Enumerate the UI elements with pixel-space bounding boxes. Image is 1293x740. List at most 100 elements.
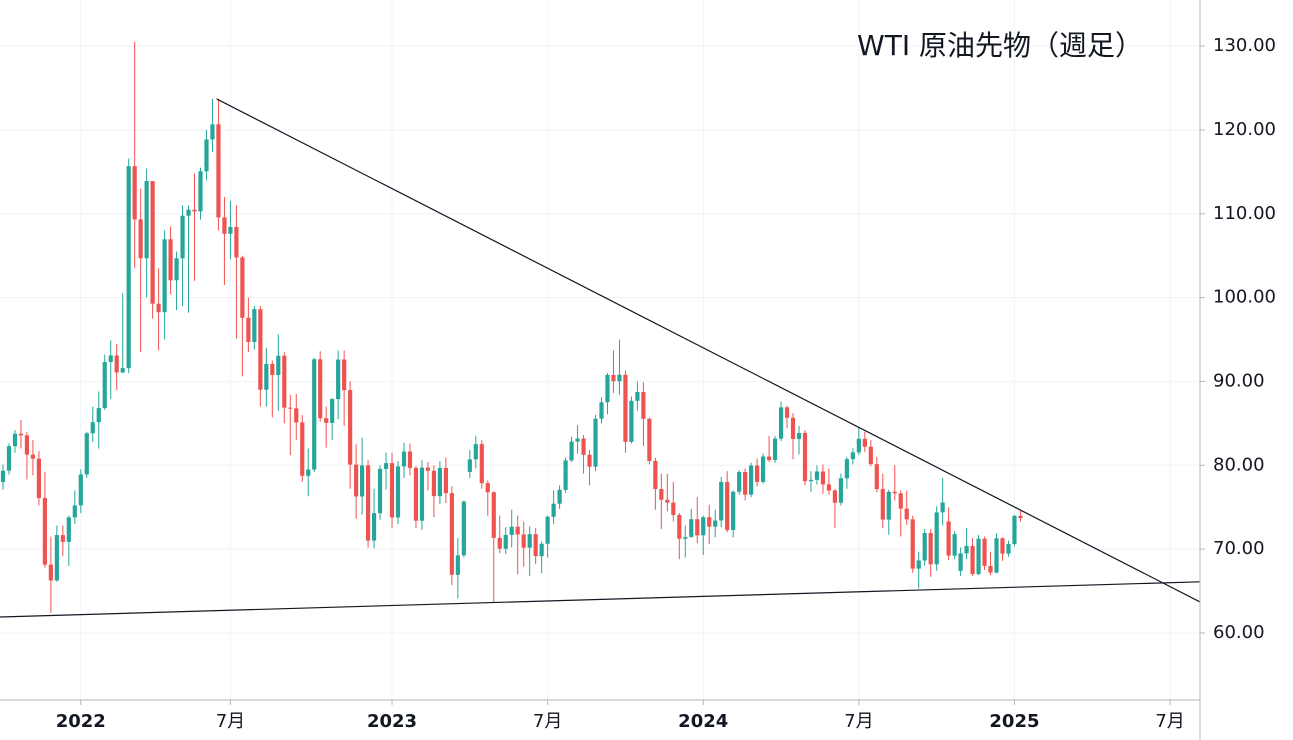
- candle-body: [162, 239, 167, 313]
- candle-body: [324, 418, 329, 423]
- candle-body: [922, 533, 927, 561]
- candle-body: [689, 519, 694, 538]
- candle-body: [60, 535, 65, 542]
- x-tick-label: 7月: [533, 711, 562, 732]
- candle-body: [425, 467, 431, 471]
- candle-body: [240, 257, 245, 318]
- candle-body: [54, 535, 59, 581]
- candle-body: [749, 465, 754, 495]
- candle-body: [898, 493, 903, 509]
- candle-body: [886, 491, 891, 520]
- candle-body: [503, 534, 508, 549]
- candle-body: [964, 545, 969, 554]
- candle-body: [276, 355, 281, 375]
- y-tick-label: 70.00: [1213, 538, 1265, 559]
- candle-body: [958, 553, 963, 571]
- candle-body: [551, 503, 556, 517]
- candle-body: [982, 538, 987, 566]
- candle-body: [533, 534, 538, 557]
- candle-body: [599, 402, 604, 419]
- candle-body: [874, 464, 879, 490]
- candle-body: [6, 446, 12, 471]
- chart-title: WTI 原油先物（週足）: [857, 29, 1143, 62]
- plot-area: [0, 41, 1201, 618]
- candle-body: [0, 470, 6, 483]
- candle-body: [84, 433, 89, 475]
- candle-body: [90, 422, 95, 434]
- candle-body: [844, 459, 849, 479]
- candle-body: [832, 490, 838, 503]
- candle-body: [467, 459, 472, 472]
- candle-body: [665, 499, 670, 503]
- candle-body: [96, 408, 101, 423]
- candle-body: [868, 446, 873, 465]
- candle-body: [527, 534, 532, 548]
- candle-body: [515, 526, 520, 535]
- candle-body: [419, 467, 425, 521]
- candle-body: [288, 407, 293, 409]
- candle-body: [270, 363, 275, 375]
- candle-body: [581, 438, 586, 455]
- y-tick-label: 80.00: [1213, 454, 1265, 475]
- candle-body: [138, 219, 143, 259]
- candle-body: [557, 489, 562, 504]
- candle-body: [120, 368, 125, 373]
- candle-body: [180, 215, 185, 259]
- y-tick-label: 120.00: [1213, 119, 1276, 140]
- candle-body: [617, 374, 622, 382]
- candle-body: [258, 309, 263, 390]
- candle-body: [862, 438, 867, 447]
- candle-body: [934, 512, 939, 565]
- candle-body: [431, 470, 437, 497]
- candle-body: [521, 534, 526, 548]
- candle-body: [856, 438, 861, 453]
- candle-body: [826, 484, 832, 491]
- candle-body: [641, 391, 646, 419]
- candle-body: [365, 465, 371, 541]
- candle-body: [659, 488, 664, 500]
- candle-body: [611, 374, 616, 382]
- candle-body: [976, 538, 981, 575]
- candle-body: [683, 537, 688, 539]
- candle-body: [407, 451, 413, 468]
- candle-body: [850, 452, 855, 460]
- candle-body: [318, 359, 323, 419]
- candle-body: [880, 489, 885, 520]
- x-tick-label: 7月: [1155, 711, 1184, 732]
- candle-body: [192, 209, 197, 212]
- candle-body: [994, 538, 999, 573]
- candle-body: [796, 432, 802, 439]
- candle-body: [725, 481, 730, 530]
- candle-body: [509, 526, 514, 535]
- y-tick-label: 100.00: [1213, 287, 1276, 308]
- candle-body: [48, 564, 53, 581]
- candle-body: [593, 418, 598, 467]
- candle-body: [695, 519, 700, 536]
- candle-body: [539, 543, 544, 557]
- candle-body: [892, 491, 897, 494]
- candle-body: [449, 493, 454, 575]
- candle-body: [952, 534, 957, 556]
- candle-body: [497, 537, 502, 549]
- candle-body: [623, 374, 628, 442]
- candle-body: [760, 456, 766, 482]
- x-tick-label: 2022: [56, 711, 106, 732]
- trend-line: [0, 581, 1201, 618]
- candle-body: [820, 471, 826, 485]
- candle-body: [605, 374, 610, 403]
- candle-body: [36, 458, 41, 498]
- candle-body: [731, 491, 736, 530]
- candle-body: [413, 467, 419, 521]
- candle-body: [443, 467, 448, 494]
- candle-body: [473, 444, 478, 460]
- candle-body: [904, 508, 909, 520]
- candle-body: [455, 555, 460, 575]
- candle-body: [360, 465, 365, 497]
- candle-body: [389, 463, 395, 518]
- candle-body: [222, 217, 227, 234]
- candle-body: [808, 479, 814, 482]
- candle-body: [401, 451, 407, 467]
- candle-body: [300, 422, 305, 476]
- candle-body: [156, 303, 161, 313]
